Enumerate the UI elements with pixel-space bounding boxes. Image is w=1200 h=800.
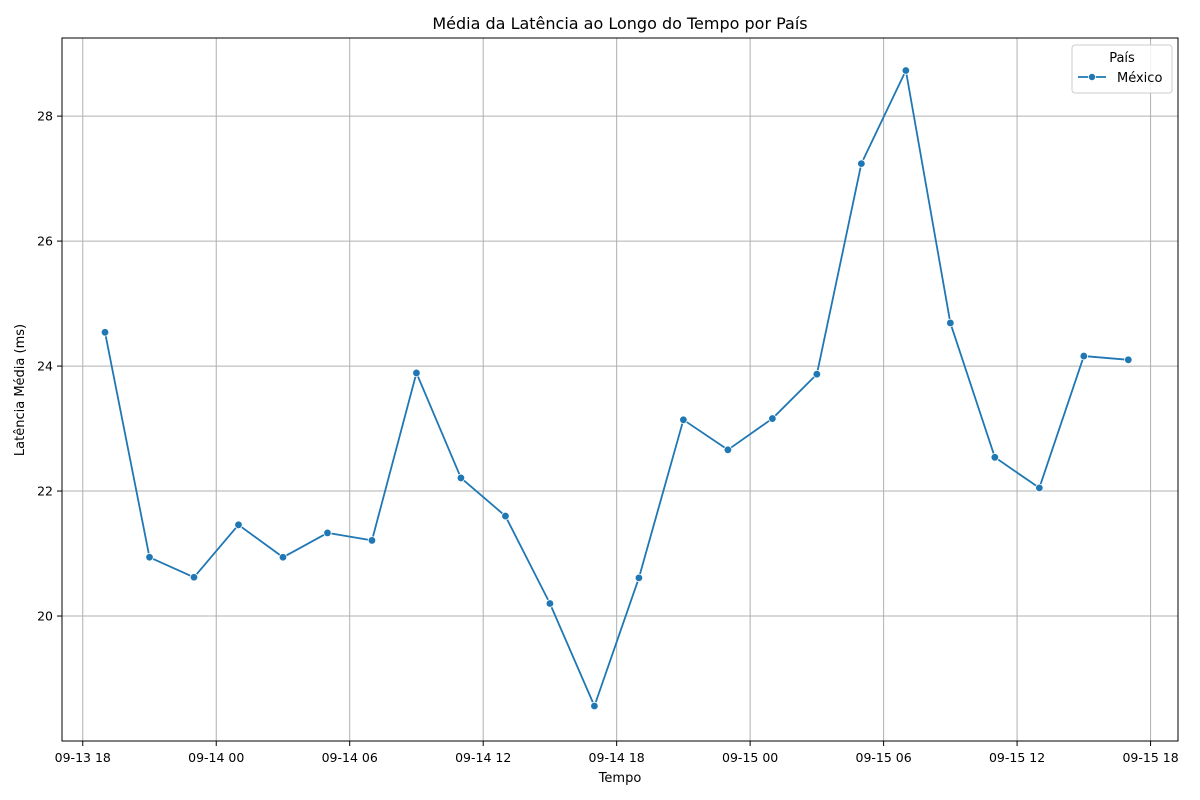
data-point xyxy=(723,445,733,455)
chart-title: Média da Latência ao Longo do Tempo por … xyxy=(432,14,807,33)
data-point xyxy=(990,453,1000,462)
data-point xyxy=(501,511,510,521)
data-point xyxy=(1079,351,1089,361)
data-point xyxy=(367,536,377,545)
y-tick-label: 20 xyxy=(37,609,53,624)
x-tick-label: 09-15 06 xyxy=(856,750,912,765)
data-point xyxy=(412,368,421,378)
data-point xyxy=(145,553,154,562)
data-point xyxy=(323,528,332,538)
legend: País México xyxy=(1071,44,1173,94)
y-tick-label: 24 xyxy=(37,359,53,374)
y-axis-label: Latência Média (ms) xyxy=(13,324,28,456)
x-axis: 09-13 18 09-14 00 09-14 06 09-14 12 09-14 18… xyxy=(55,741,1179,765)
y-tick-label: 28 xyxy=(37,109,53,124)
data-point xyxy=(901,66,911,75)
data-point xyxy=(189,573,199,582)
data-point xyxy=(812,369,822,379)
data-point xyxy=(234,520,243,529)
data-point xyxy=(768,414,777,423)
legend-label: México xyxy=(1117,71,1162,86)
plot-frame xyxy=(61,37,1179,742)
x-tick-label: 09-14 12 xyxy=(455,750,511,765)
series-layer xyxy=(100,66,1133,711)
data-point xyxy=(545,599,555,608)
legend-title: País xyxy=(1109,51,1135,66)
x-tick-label: 09-13 18 xyxy=(55,750,111,765)
data-point xyxy=(946,318,955,328)
x-tick-label: 09-15 18 xyxy=(1122,750,1178,765)
y-axis: 20 22 24 26 28 xyxy=(37,109,62,624)
series-line xyxy=(104,69,1129,707)
y-tick-label: 22 xyxy=(37,484,53,499)
legend-entry-mexico: México xyxy=(1078,71,1162,86)
x-tick-label: 09-14 18 xyxy=(589,750,645,765)
data-point xyxy=(1035,483,1044,493)
data-point xyxy=(679,415,688,425)
legend-box xyxy=(1071,44,1173,94)
x-tick-label: 09-15 12 xyxy=(989,750,1045,765)
legend-marker-icon xyxy=(1088,73,1097,82)
x-axis-label: Tempo xyxy=(598,771,642,786)
data-point xyxy=(278,553,288,562)
data-point xyxy=(634,573,644,583)
data-point xyxy=(100,328,110,337)
x-tick-label: 09-14 00 xyxy=(188,750,244,765)
x-tick-label: 09-14 06 xyxy=(322,750,378,765)
data-point xyxy=(1124,355,1133,365)
x-tick-label: 09-15 00 xyxy=(722,750,778,765)
grid xyxy=(62,38,1178,741)
y-tick-label: 26 xyxy=(37,234,53,249)
data-point xyxy=(590,701,599,711)
data-point xyxy=(857,159,866,168)
data-point xyxy=(456,473,466,483)
